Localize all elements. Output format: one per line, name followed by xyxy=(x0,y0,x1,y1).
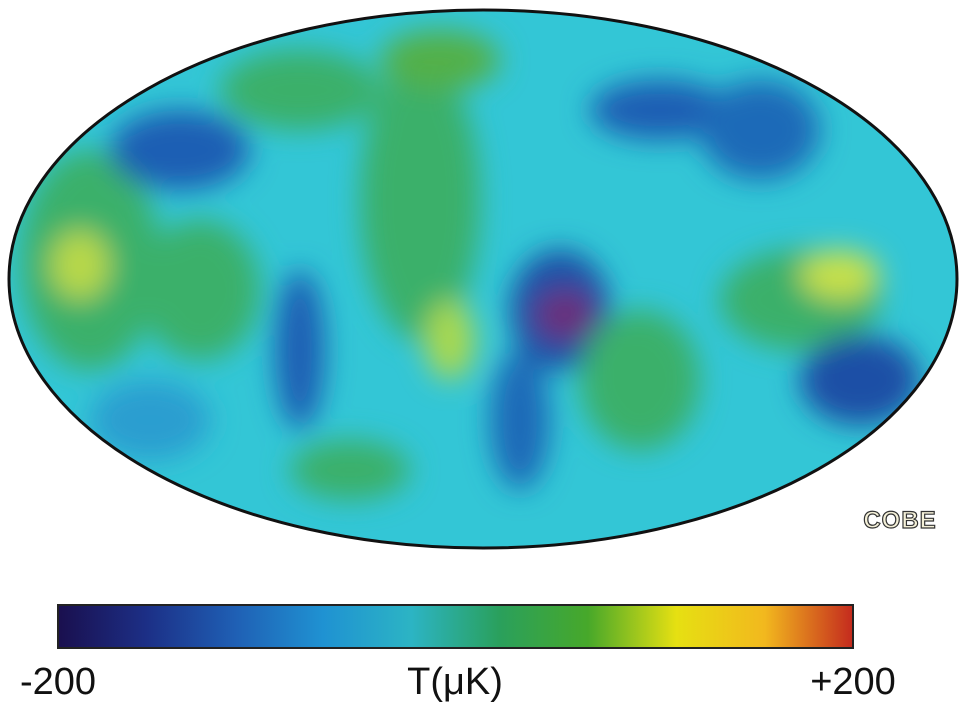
watermark: COBE xyxy=(863,507,936,534)
colorbar-label: T(μK) xyxy=(407,661,503,703)
colorbar-tick-label: -200 xyxy=(20,661,96,703)
colorbar-tick-label: +200 xyxy=(810,661,896,703)
colorbar xyxy=(57,604,854,649)
sky-map xyxy=(7,8,959,550)
